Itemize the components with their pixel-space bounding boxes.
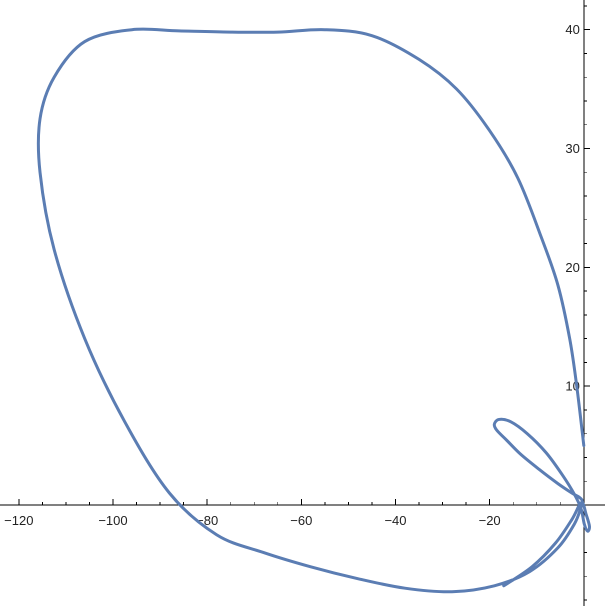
x-tick-label: −120 [4, 513, 33, 528]
x-tick-label: −20 [479, 513, 501, 528]
y-tick-label: 30 [565, 141, 579, 156]
x-tick-label: −40 [384, 513, 406, 528]
x-tick-label: −100 [98, 513, 127, 528]
x-tick-label: −60 [290, 513, 312, 528]
y-tick-label: 20 [565, 260, 579, 275]
x-ticks: −120 −100 −80 −60 −40 −20 [4, 499, 501, 528]
x-tick-label: −80 [196, 513, 218, 528]
series-layer [36, 27, 591, 594]
series-line-0 [36, 27, 591, 594]
y-tick-label: 40 [565, 22, 579, 37]
minor-ticks [41, 5, 587, 601]
